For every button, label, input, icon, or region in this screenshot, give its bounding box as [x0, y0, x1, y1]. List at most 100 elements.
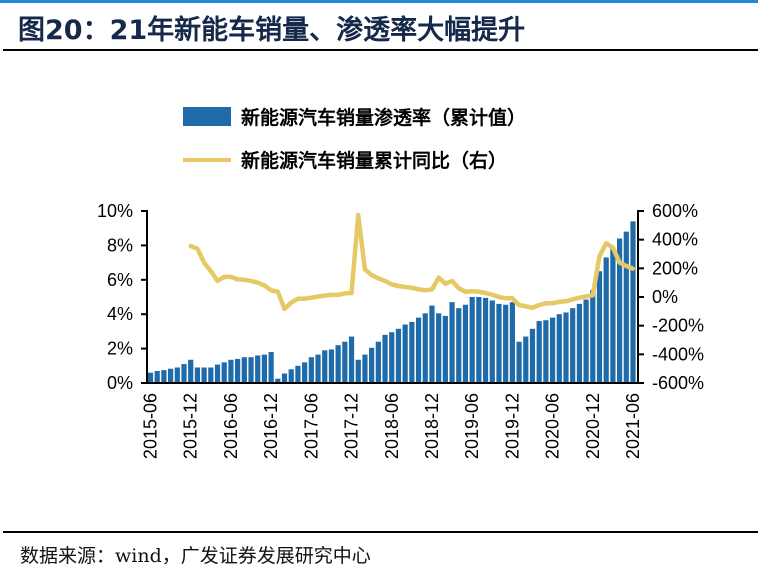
bar: [469, 297, 475, 383]
bar: [462, 304, 469, 383]
x-tick-label: 2015-06: [141, 393, 161, 459]
legend-bar-label: 新能源汽车销量渗透率（累计值）: [241, 106, 526, 129]
bar: [630, 221, 636, 383]
bar: [549, 317, 556, 383]
left-tick-label: 2%: [107, 339, 133, 359]
bar: [241, 357, 247, 383]
bar: [308, 357, 314, 383]
bar: [509, 302, 515, 383]
legend-bar-swatch: [183, 107, 231, 126]
right-tick-label: 0%: [652, 287, 678, 307]
bar: [616, 238, 623, 383]
right-tick-label: -400%: [652, 344, 704, 364]
bar: [295, 365, 301, 383]
bar: [228, 359, 234, 383]
bar: [395, 328, 402, 383]
top-accent-line: [0, 0, 758, 3]
x-tick-label: 2019-06: [462, 393, 482, 459]
right-tick-label: 600%: [652, 201, 698, 221]
bar: [389, 332, 395, 383]
bar: [302, 362, 308, 383]
bar: [154, 370, 160, 383]
right-tick-label: -200%: [652, 316, 704, 336]
bar: [214, 364, 221, 383]
x-tick-label: 2018-06: [382, 393, 402, 459]
yoy-line: [188, 212, 636, 312]
left-tick-label: 4%: [107, 304, 133, 324]
bar: [422, 313, 428, 383]
x-tick-label: 2019-12: [502, 393, 522, 459]
bar: [255, 355, 261, 383]
bar: [503, 304, 509, 383]
bar: [583, 299, 589, 383]
x-tick-label: 2021-06: [623, 393, 643, 459]
legend: 新能源汽车销量渗透率（累计值） 新能源汽车销量累计同比（右）: [183, 106, 526, 172]
right-tick-label: 200%: [652, 258, 698, 278]
bar: [576, 303, 582, 383]
bar: [315, 354, 321, 383]
bar: [516, 341, 522, 383]
bar: [456, 308, 462, 383]
bar: [496, 303, 502, 383]
bar: [181, 364, 187, 383]
right-tick-label: -600%: [652, 373, 704, 393]
source-divider: [3, 531, 758, 533]
bar: [489, 300, 495, 383]
bar: [482, 297, 489, 383]
bar: [590, 290, 596, 383]
bar: [476, 297, 482, 383]
bar: [610, 248, 616, 383]
bar: [375, 341, 381, 383]
bar: [523, 336, 529, 383]
bar: [536, 321, 542, 383]
source-note: 数据来源：wind，广发证券发展研究中心: [20, 545, 371, 567]
x-tick-label: 2015-12: [181, 393, 201, 459]
bar: [556, 314, 562, 383]
bar: [248, 357, 254, 383]
bar: [563, 312, 569, 383]
x-tick-label: 2018-12: [422, 393, 442, 459]
bar: [235, 358, 241, 383]
bar: [281, 373, 288, 383]
bar: [322, 350, 328, 383]
bar: [168, 368, 174, 383]
bar: [261, 354, 268, 383]
bar: [570, 308, 576, 383]
bar: [623, 231, 629, 383]
bar: [596, 271, 603, 383]
bar: [174, 367, 180, 383]
x-tick-label: 2016-12: [261, 393, 281, 459]
x-tick-label: 2017-12: [342, 393, 362, 459]
bar: [348, 336, 355, 383]
x-tick-label: 2016-06: [221, 393, 241, 459]
bar: [342, 341, 348, 383]
bar: [188, 359, 194, 383]
x-tick-label: 2017-06: [301, 393, 321, 459]
title-divider: [3, 49, 758, 51]
bar: [221, 362, 227, 383]
left-tick-label: 0%: [107, 373, 133, 393]
bar: [442, 315, 448, 383]
bar: [194, 367, 201, 383]
bar: [543, 320, 549, 383]
bar: [409, 321, 415, 383]
bar: [449, 302, 455, 383]
bar: [529, 328, 536, 383]
bar: [402, 324, 408, 383]
bar: [369, 347, 375, 383]
bar: [201, 367, 207, 383]
left-tick-label: 8%: [107, 235, 133, 255]
bar: [268, 352, 274, 383]
bar: [328, 349, 335, 383]
bar: [415, 317, 422, 383]
x-tick-label: 2020-12: [583, 393, 603, 459]
bar: [603, 257, 609, 383]
figure-title: 图20：21年新能车销量、渗透率大幅提升: [18, 15, 526, 46]
left-tick-label: 6%: [107, 270, 133, 290]
right-tick-label: 400%: [652, 230, 698, 250]
bar: [355, 359, 361, 383]
bar: [335, 345, 341, 383]
left-tick-label: 10%: [97, 201, 133, 221]
bar: [161, 370, 167, 383]
